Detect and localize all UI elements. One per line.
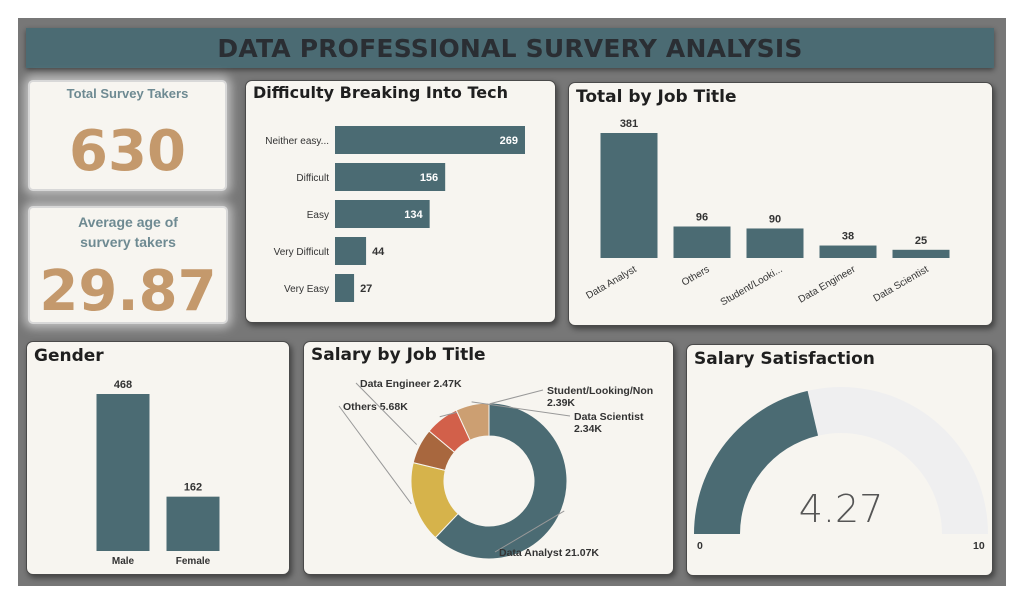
dashboard-title: DATA PROFESSIONAL SURVERY ANALYSIS (217, 33, 803, 63)
difficulty-bar-difficult (335, 163, 446, 191)
difficulty-category-label: Neither easy... (265, 136, 329, 147)
gauge-max-label: 10 (973, 540, 985, 552)
salary-slice-data-scientist-2-34k (455, 402, 490, 441)
average-age-label: Average age of survery takers (78, 214, 178, 250)
total-survey-takers-value: 630 (69, 119, 186, 184)
satisfaction-gauge: 4.27 0 10 (694, 387, 988, 552)
job-category-label: Data Engineer (797, 264, 858, 306)
difficulty-category-label: Very Easy (284, 284, 329, 295)
salary-card[interactable]: Salary by Job Title Data Analyst 21.07K O… (303, 341, 674, 575)
job-data-label: 96 (696, 212, 708, 224)
difficulty-chart: Neither easy... 269 Difficult 156 Easy 134 Ver… (265, 126, 525, 302)
job-bar-data-engineer (819, 245, 877, 258)
difficulty-data-label: 27 (360, 283, 372, 295)
gender-bar-male (96, 394, 150, 551)
total-survey-takers-label: Total Survey Takers (66, 86, 189, 101)
job-category-label: Student/Looki... (719, 264, 785, 308)
job-title-chart: 381 Data Analyst 96 Others 90 Student/Looki..… (584, 118, 950, 308)
difficulty-title: Difficulty Breaking Into Tech (253, 83, 508, 102)
job-title-title: Total by Job Title (576, 87, 737, 107)
salary-title: Salary by Job Title (311, 345, 486, 365)
salary-slice-label: Others 5.68K (343, 401, 408, 413)
gauge-min-label: 0 (697, 540, 703, 552)
gender-bar-female (166, 496, 220, 551)
gender-category-label: Female (176, 556, 211, 567)
difficulty-category-label: Difficult (296, 173, 329, 184)
salary-slice-label: Student/Looking/Non (547, 385, 653, 397)
job-data-label: 90 (769, 213, 781, 225)
satisfaction-card[interactable]: Salary Satisfaction 4.27 0 10 (686, 344, 993, 576)
salary-leader-line (355, 382, 418, 445)
difficulty-bar-very-difficult (335, 237, 367, 265)
gender-card[interactable]: Gender 468 Male 162 Female (26, 341, 290, 575)
difficulty-bar-neither-easy (335, 126, 525, 154)
gender-title: Gender (34, 346, 104, 366)
difficulty-data-label: 156 (420, 172, 438, 184)
gender-data-label: 162 (184, 482, 202, 494)
dashboard-title-bar: DATA PROFESSIONAL SURVERY ANALYSIS (26, 28, 994, 68)
job-category-label: Data Scientist (872, 264, 931, 304)
difficulty-data-label: 134 (404, 209, 423, 221)
job-bar-student-looki (746, 228, 804, 258)
gender-data-label: 468 (114, 379, 132, 391)
gauge-fill (694, 390, 819, 534)
salary-leader-line (471, 401, 571, 417)
job-data-label: 25 (915, 235, 927, 247)
salary-slice-label: Data Scientist (574, 411, 644, 423)
difficulty-category-label: Very Difficult (274, 247, 330, 258)
salary-slice-label: Data Analyst 21.07K (499, 547, 599, 559)
difficulty-data-label: 269 (500, 135, 518, 147)
job-bar-data-analyst (600, 133, 658, 258)
salary-leader-line (338, 405, 412, 505)
gauge-value: 4.27 (799, 487, 884, 531)
difficulty-category-label: Easy (307, 210, 329, 221)
average-age-card[interactable]: Average age of survery takers 29.87 (28, 206, 228, 324)
salary-slice-data-analyst-21-07k (434, 402, 568, 560)
difficulty-card[interactable]: Difficulty Breaking Into Tech Neither ea… (245, 80, 556, 323)
job-category-label: Others (680, 264, 711, 289)
job-data-label: 38 (842, 231, 854, 243)
salary-slice-label: 2.39K (547, 397, 575, 409)
salary-chart: Data Analyst 21.07K Others 5.68K Data Engi… (338, 378, 653, 560)
job-bar-others (673, 226, 731, 258)
difficulty-data-label: 44 (372, 246, 385, 258)
difficulty-bar-easy (335, 200, 430, 228)
difficulty-bar-very-easy (335, 274, 355, 302)
gender-category-label: Male (112, 556, 135, 567)
salary-slice-label: 2.34K (574, 423, 602, 435)
job-title-card[interactable]: Total by Job Title 381 Data Analyst 96 Othe… (568, 82, 993, 326)
gender-chart: 468 Male 162 Female (96, 379, 220, 567)
job-bar-data-scientist (892, 249, 950, 258)
total-survey-takers-card[interactable]: Total Survey Takers 630 (28, 80, 227, 191)
salary-leader-line (494, 510, 565, 553)
job-data-label: 381 (620, 118, 638, 130)
salary-slice-label: Data Engineer 2.47K (360, 378, 462, 390)
job-category-label: Data Analyst (584, 264, 638, 302)
satisfaction-title: Salary Satisfaction (694, 349, 875, 369)
average-age-value: 29.87 (39, 259, 217, 324)
